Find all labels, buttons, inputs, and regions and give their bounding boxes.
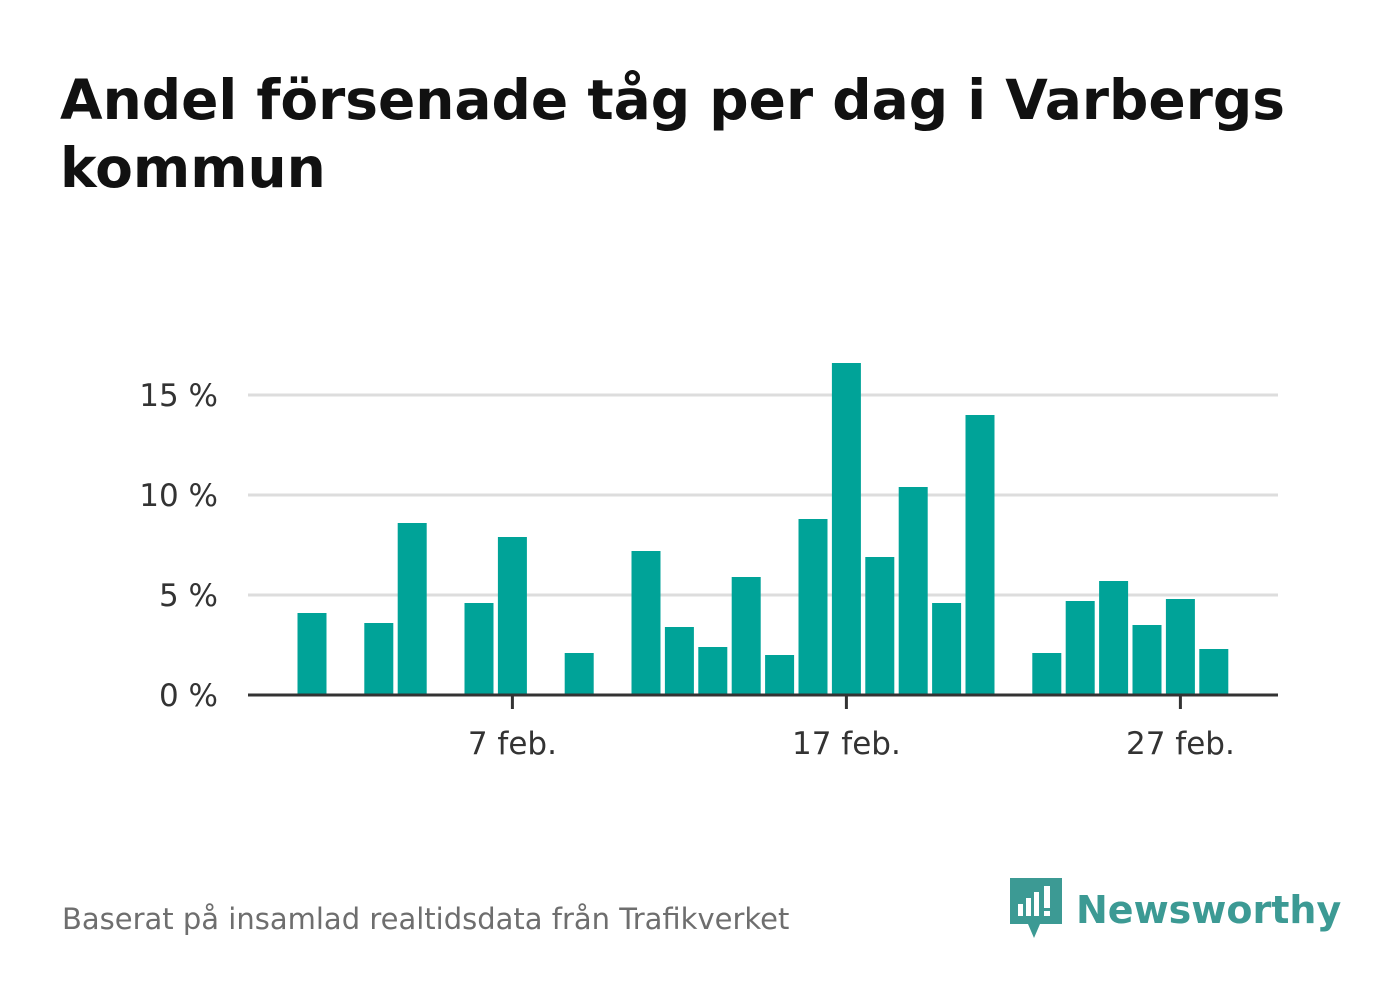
bar: [564, 653, 594, 695]
y-tick-label: 15 %: [139, 378, 218, 414]
brand-name: Newsworthy: [1076, 888, 1342, 932]
bar: [831, 363, 861, 695]
x-axis: [248, 693, 1278, 709]
bar: [798, 519, 828, 695]
newsworthy-logo-icon: [1010, 878, 1062, 938]
bar: [932, 603, 962, 695]
bar: [765, 655, 795, 695]
bar: [965, 415, 995, 695]
x-tick-label: 27 feb.: [1126, 726, 1235, 762]
bars: [297, 363, 1229, 695]
bar: [497, 537, 527, 695]
x-tick-label: 7 feb.: [468, 726, 557, 762]
bar: [1099, 581, 1129, 695]
bar: [397, 523, 427, 695]
bar: [297, 613, 327, 695]
bar: [731, 577, 761, 695]
y-axis-labels: 0 % 5 % 10 % 15 %: [139, 378, 218, 714]
x-axis-labels: 7 feb. 17 feb. 27 feb.: [468, 726, 1235, 762]
bar: [1132, 625, 1162, 695]
y-tick-label: 5 %: [159, 578, 218, 614]
bar: [464, 603, 494, 695]
bar: [631, 551, 661, 695]
bar: [1065, 601, 1095, 695]
bar: [364, 623, 394, 695]
bar: [664, 627, 694, 695]
bar: [1032, 653, 1062, 695]
y-tick-label: 0 %: [159, 678, 218, 714]
bar: [1199, 649, 1229, 695]
bar: [698, 647, 728, 695]
bar: [898, 487, 928, 695]
x-tick-label: 17 feb.: [792, 726, 901, 762]
source-note: Baserat på insamlad realtidsdata från Tr…: [62, 902, 790, 936]
y-tick-label: 10 %: [139, 478, 218, 514]
bar: [865, 557, 895, 695]
bar: [1165, 599, 1195, 695]
brand-logo-block: Newsworthy: [1010, 878, 1341, 942]
chart-title: Andel försenade tåg per dag i Varbergs k…: [60, 68, 1285, 200]
